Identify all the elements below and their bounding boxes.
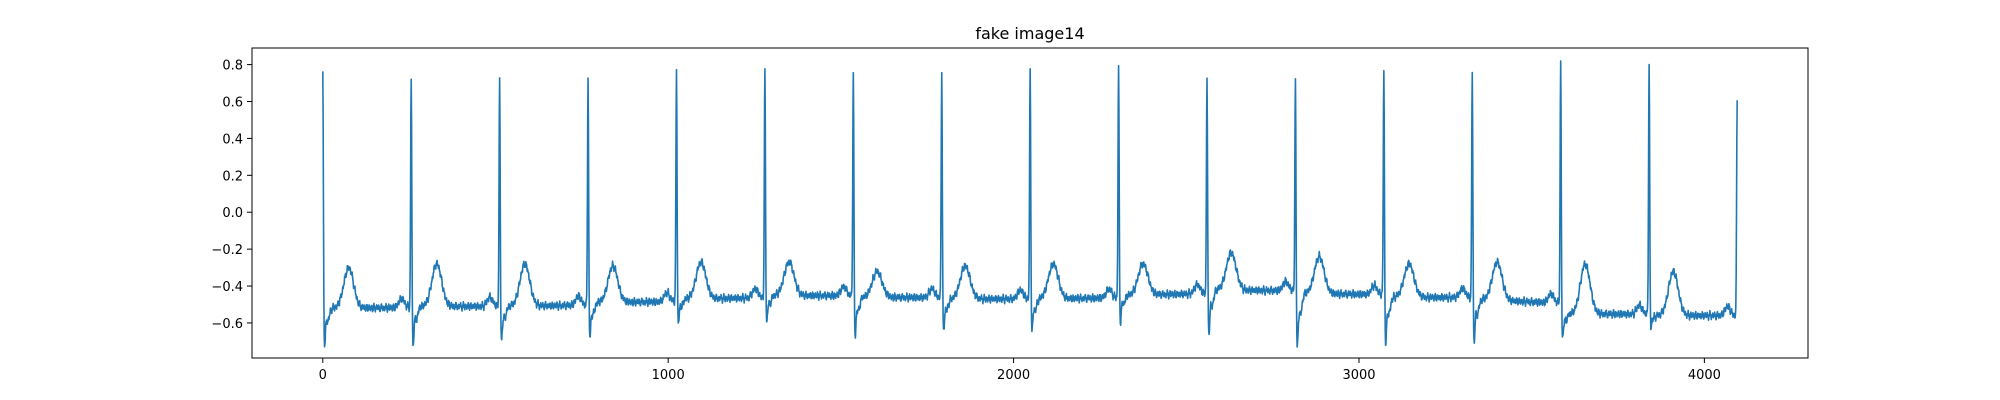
y-tick-label: 0.2 xyxy=(222,169,243,184)
y-tick-label: 0.6 xyxy=(222,96,243,111)
ecg-series-line xyxy=(322,60,1738,348)
x-axis: 0 1000 2000 3000 4000 xyxy=(319,358,1721,383)
x-tick-label: 2000 xyxy=(997,368,1030,383)
y-tick-label: −0.6 xyxy=(211,317,243,332)
series-layer xyxy=(322,60,1738,348)
y-tick-label: 0.0 xyxy=(222,206,243,221)
y-tick-label: 0.4 xyxy=(222,132,243,147)
x-tick-label: 0 xyxy=(319,368,327,383)
y-tick-label: −0.2 xyxy=(211,243,243,258)
y-tick-label: −0.4 xyxy=(211,280,243,295)
plot-frame xyxy=(251,47,1809,359)
chart-title: fake image14 xyxy=(975,24,1084,43)
x-tick-label: 3000 xyxy=(1342,368,1375,383)
x-tick-label: 1000 xyxy=(652,368,685,383)
x-tick-label: 4000 xyxy=(1688,368,1721,383)
y-axis: 0.8 0.6 0.4 0.2 0.0 −0.2 −0.4 −0.6 xyxy=(211,59,252,332)
y-tick-label: 0.8 xyxy=(222,59,243,74)
